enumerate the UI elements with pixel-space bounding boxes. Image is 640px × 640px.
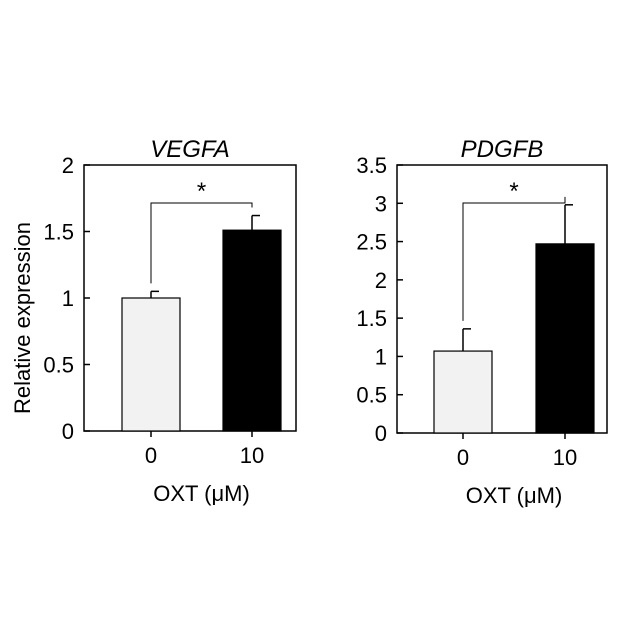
vegfa-y-tick-label: 2: [62, 153, 74, 178]
vegfa-chart: VEGFA 0 0.5 1 1.5 2 Relative expression 0 10 OXT …: [10, 136, 296, 506]
pdgfb-significance-label: *: [509, 178, 518, 205]
vegfa-y-tick-label: 0: [62, 419, 74, 444]
pdgfb-x-tick-label: 10: [553, 445, 577, 470]
pdgfb-y-tick-label: 3: [375, 191, 387, 216]
vegfa-significance-label: *: [197, 178, 206, 205]
figure: VEGFA00.511.52Relative expression010OXT …: [0, 0, 640, 640]
vegfa-bar-0: [122, 298, 180, 431]
pdgfb-y-tick-label: 1: [375, 344, 387, 369]
pdgfb-y-tick-label: 0: [375, 421, 387, 446]
vegfa-bar-10: [223, 230, 281, 431]
vegfa-title: VEGFA: [150, 136, 230, 163]
pdgfb-y-tick-label: 0.5: [356, 383, 387, 408]
pdgfb-bar-0: [434, 351, 492, 433]
pdgfb-x-tick-label: 0: [457, 445, 469, 470]
pdgfb-y-tick-label: 2.5: [356, 230, 387, 255]
vegfa-y-tick-label: 1: [62, 286, 74, 311]
pdgfb-y-tick-label: 2: [375, 268, 387, 293]
vegfa-y-tick-label: 0.5: [43, 353, 74, 378]
pdgfb-x-axis-label: OXT (μM): [466, 483, 563, 508]
vegfa-x-axis-label: OXT (μM): [153, 481, 250, 506]
vegfa-x-tick-label: 0: [145, 443, 157, 468]
pdgfb-y-tick-label: 3.5: [356, 153, 387, 178]
pdgfb-title: PDGFB: [461, 136, 544, 163]
pdgfb-chart: PDGFB 0 0.5 1 1.5 2 2.5 3 3.5 0 10 OXT (μM) *: [356, 136, 607, 508]
vegfa-y-axis-label: Relative expression: [10, 222, 35, 414]
pdgfb-y-tick-label: 1.5: [356, 306, 387, 331]
vegfa-x-tick-label: 10: [240, 443, 264, 468]
pdgfb-bar-10: [536, 244, 594, 433]
vegfa-y-tick-label: 1.5: [43, 220, 74, 245]
